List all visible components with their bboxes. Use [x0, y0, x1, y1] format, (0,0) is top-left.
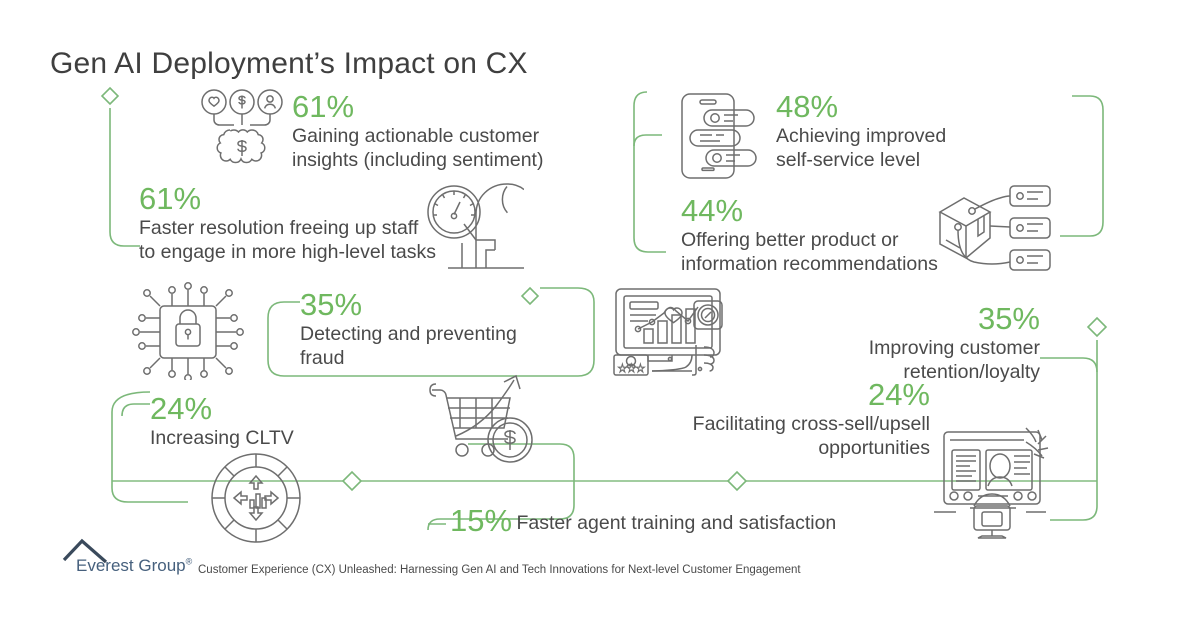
stat-customer-retention: 35% Improving customer retention/loyalty — [730, 302, 1040, 384]
agent-desktop-icon — [926, 426, 1054, 540]
cart-growth-icon — [428, 374, 546, 480]
stat-description: Gaining actionable customer insights (in… — [292, 125, 544, 171]
stat-percent: 48% — [776, 89, 839, 124]
head-speedometer-icon — [424, 180, 524, 272]
stat-fraud-prevention: 35% Detecting and preventing fraud — [300, 288, 550, 370]
logo-name: Everest Group — [76, 556, 186, 575]
stat-percent: 35% — [300, 287, 363, 322]
stat-self-service: 48% Achieving improved self-service leve… — [776, 90, 986, 172]
analytics-dashboard-icon — [608, 285, 732, 377]
stat-faster-resolution: 61% Faster resolution freeing up staff t… — [139, 182, 439, 264]
stat-increasing-cltv: 24% Increasing CLTV — [150, 392, 380, 450]
logo-registered-mark: ® — [185, 556, 193, 567]
diamond-node-baseline-left — [341, 470, 363, 492]
stat-description: Detecting and preventing fraud — [300, 323, 517, 369]
stat-recommendations: 44% Offering better product or informati… — [681, 194, 951, 276]
footer-caption: Customer Experience (CX) Unleashed: Harn… — [198, 564, 801, 576]
stat-percent: 15% — [450, 503, 513, 538]
everest-group-wordmark: Everest Group® — [76, 556, 192, 576]
cltv-wheel-icon — [206, 448, 306, 548]
stat-description: Facilitating cross-sell/upsell opportuni… — [692, 413, 930, 459]
stat-percent: 24% — [867, 377, 930, 412]
diamond-node-left-top — [100, 86, 120, 106]
stat-percent: 61% — [139, 181, 202, 216]
stat-customer-insights: 61% Gaining actionable customer insights… — [292, 90, 552, 172]
stat-percent: 44% — [681, 193, 744, 228]
stat-description: Faster agent training and satisfaction — [516, 512, 837, 534]
package-network-icon — [934, 178, 1052, 278]
everest-group-logo: Everest Group® — [62, 538, 192, 585]
stat-percent: 24% — [150, 391, 213, 426]
diamond-node-baseline-right — [726, 470, 748, 492]
stat-description: Increasing CLTV — [150, 427, 294, 449]
diamond-node-right — [1086, 316, 1108, 338]
stat-cross-sell-upsell: 24% Facilitating cross-sell/upsell oppor… — [620, 378, 930, 460]
stat-percent: 35% — [977, 301, 1040, 336]
stat-percent: 61% — [292, 89, 355, 124]
stat-description: Faster resolution freeing up staff to en… — [139, 217, 437, 263]
brain-insights-icon — [196, 88, 288, 178]
chip-lock-icon — [128, 282, 248, 380]
stat-agent-training: 15% Faster agent training and satisfacti… — [450, 504, 870, 538]
stat-description: Improving customer retention/loyalty — [868, 337, 1040, 383]
page-title: Gen AI Deployment’s Impact on CX — [50, 47, 528, 80]
stat-description: Achieving improved self-service level — [776, 125, 947, 171]
mobile-chat-icon — [678, 90, 770, 182]
stat-description: Offering better product or information r… — [681, 229, 938, 275]
